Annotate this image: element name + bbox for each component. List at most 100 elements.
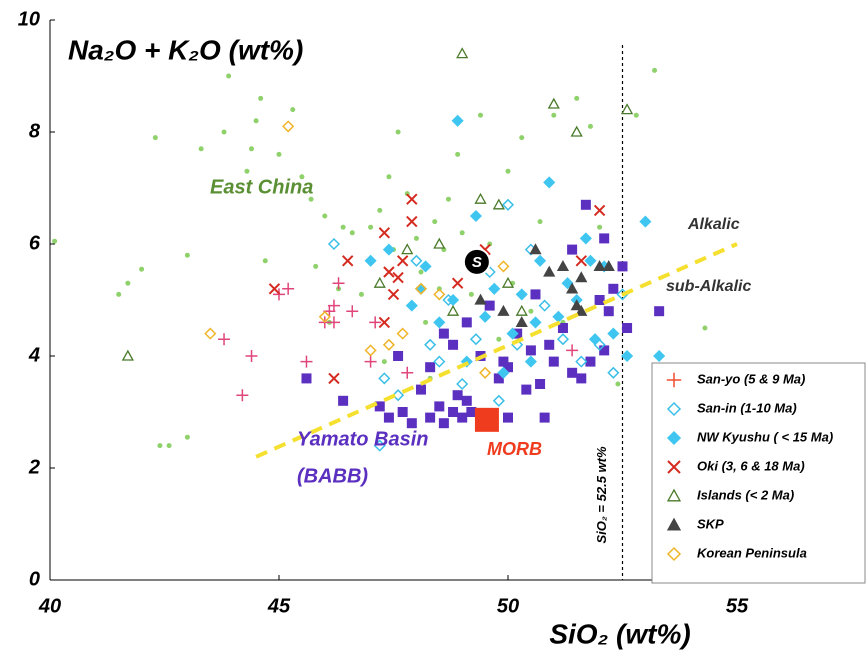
point — [406, 193, 418, 205]
point — [602, 260, 615, 272]
point — [588, 333, 602, 346]
point — [405, 299, 418, 312]
point — [393, 351, 404, 361]
point — [547, 97, 560, 109]
point — [299, 174, 305, 180]
point — [461, 317, 472, 328]
point — [639, 215, 652, 228]
x-tick-label: 45 — [267, 595, 291, 617]
point — [456, 377, 469, 391]
legend-label: Oki (3, 6 & 18 Ma) — [697, 458, 805, 473]
point — [497, 260, 510, 273]
point — [258, 95, 264, 101]
point — [382, 243, 395, 256]
point — [466, 407, 477, 417]
point — [300, 355, 313, 368]
point — [593, 260, 606, 272]
point — [425, 412, 436, 423]
point — [535, 379, 546, 389]
point — [575, 304, 588, 316]
point — [566, 282, 579, 294]
point — [383, 266, 395, 278]
point — [556, 260, 570, 272]
point — [382, 338, 395, 351]
point — [524, 355, 537, 368]
legend-marker — [666, 546, 682, 562]
point — [364, 254, 377, 267]
point — [395, 129, 401, 135]
point — [548, 356, 559, 367]
annotation: sub-Alkalic — [666, 278, 751, 295]
point — [521, 384, 532, 395]
point — [276, 151, 282, 157]
point — [414, 282, 428, 295]
legend-marker — [666, 372, 682, 388]
point — [506, 327, 519, 340]
point — [204, 327, 217, 340]
point — [501, 198, 515, 211]
reference-line-label: SiO₂ = 52.5 wt% — [594, 446, 609, 544]
point — [474, 293, 487, 305]
point — [318, 310, 331, 323]
legend-marker — [666, 430, 682, 446]
point — [492, 198, 505, 210]
point — [556, 333, 570, 346]
point — [373, 276, 386, 288]
point — [448, 339, 459, 350]
point — [313, 263, 319, 269]
point — [268, 283, 281, 295]
point — [401, 243, 414, 255]
point — [528, 308, 534, 314]
point — [121, 349, 134, 361]
point — [364, 355, 377, 368]
point — [369, 316, 382, 329]
point — [585, 356, 596, 367]
point — [328, 372, 340, 385]
point — [438, 328, 449, 339]
point — [406, 418, 417, 429]
point — [387, 288, 400, 301]
point — [653, 349, 666, 363]
point — [392, 271, 404, 284]
point — [374, 401, 385, 412]
x-axis-title: SiO₂ (wt%) — [549, 618, 690, 649]
point — [125, 280, 131, 286]
point — [368, 224, 374, 230]
point — [557, 323, 568, 333]
point — [340, 224, 346, 230]
point — [184, 434, 190, 440]
point — [597, 224, 603, 230]
point — [538, 299, 551, 312]
point — [327, 237, 341, 251]
s-point — [462, 247, 491, 276]
point — [152, 135, 158, 141]
point — [406, 215, 418, 228]
point — [451, 114, 464, 127]
group-label: Yamato Basin — [297, 428, 429, 450]
point — [377, 207, 383, 213]
point — [496, 336, 502, 342]
y-tick-label: 2 — [28, 456, 40, 478]
point — [273, 288, 285, 301]
point — [608, 283, 619, 294]
y-tick-label: 8 — [29, 120, 41, 142]
point — [341, 255, 354, 267]
point — [479, 310, 492, 323]
point — [157, 443, 163, 449]
point — [622, 323, 633, 333]
point — [418, 269, 424, 275]
point — [419, 260, 432, 273]
point — [567, 367, 578, 378]
legend-label: SKP — [697, 516, 724, 531]
point — [515, 288, 528, 301]
point — [543, 265, 556, 277]
point — [478, 112, 484, 118]
point — [654, 306, 665, 317]
legend-label: San-in (1-10 Ma) — [697, 400, 797, 415]
point — [455, 151, 461, 157]
point — [184, 252, 190, 258]
point — [282, 282, 295, 295]
point — [451, 277, 464, 289]
point — [244, 168, 250, 174]
point — [438, 418, 449, 429]
